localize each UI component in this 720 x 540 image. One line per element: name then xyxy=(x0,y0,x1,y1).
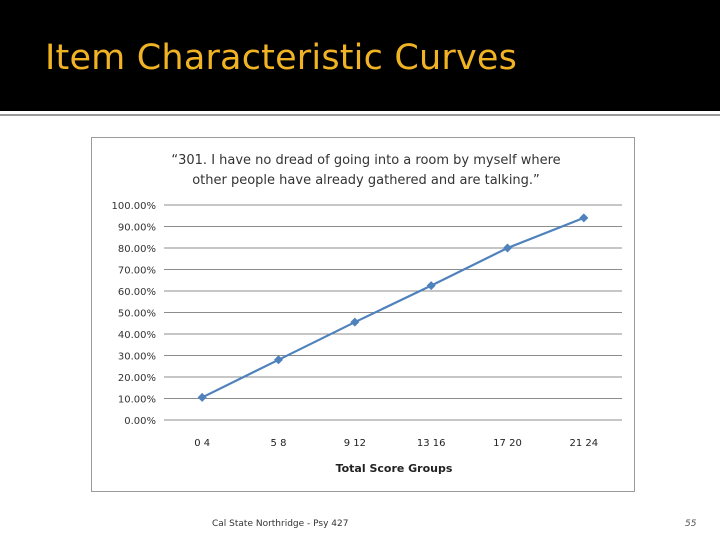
x-tick-label: 9 12 xyxy=(344,438,366,449)
data-point-marker xyxy=(579,213,589,223)
chart-title-line-2: other people have already gathered and a… xyxy=(192,173,540,188)
title-bar: Item Characteristic Curves xyxy=(0,0,720,111)
x-axis-label: Total Score Groups xyxy=(336,462,453,475)
footer-text: Cal State Northridge - Psy 427 xyxy=(212,519,349,529)
y-tick-label: 70.00% xyxy=(118,266,156,277)
y-tick-label: 60.00% xyxy=(118,287,156,298)
grid-lines xyxy=(164,204,622,421)
x-axis-tick-labels: 0 4 5 8 9 12 13 16 17 20 21 24 xyxy=(194,438,598,449)
y-tick-label: 40.00% xyxy=(118,330,156,341)
series-markers xyxy=(197,213,589,402)
line-chart: 0.00% 10.00% 20.00% 30.00% 40.00% 50.00% 60.00… xyxy=(112,201,622,475)
y-tick-label: 30.00% xyxy=(118,352,156,363)
x-tick-label: 0 4 xyxy=(194,438,210,449)
y-tick-label: 90.00% xyxy=(118,223,156,234)
x-tick-label: 21 24 xyxy=(570,438,599,449)
y-tick-label: 20.00% xyxy=(118,373,156,384)
x-tick-label: 5 8 xyxy=(271,438,287,449)
y-tick-label: 100.00% xyxy=(112,201,157,212)
y-axis-tick-labels: 0.00% 10.00% 20.00% 30.00% 40.00% 50.00% 60.00… xyxy=(112,201,157,427)
page-number: 55 xyxy=(685,519,697,529)
title-divider xyxy=(0,114,720,116)
chart-title-line-1: “301. I have no dread of going into a ro… xyxy=(171,153,561,168)
x-tick-label: 13 16 xyxy=(417,438,446,449)
data-point-marker xyxy=(503,243,512,253)
data-point-marker xyxy=(350,317,360,327)
slide-title: Item Characteristic Curves xyxy=(45,38,518,78)
x-tick-label: 17 20 xyxy=(493,438,522,449)
chart-frame: “301. I have no dread of going into a ro… xyxy=(91,137,635,492)
series-line xyxy=(201,216,585,399)
data-point-marker xyxy=(274,355,283,365)
y-tick-label: 0.00% xyxy=(124,416,156,427)
data-point-marker xyxy=(426,281,436,291)
y-tick-label: 80.00% xyxy=(118,244,156,255)
y-tick-label: 50.00% xyxy=(118,309,156,320)
chart-title: “301. I have no dread of going into a ro… xyxy=(132,151,600,191)
data-point-marker xyxy=(197,392,207,402)
y-tick-label: 10.00% xyxy=(118,395,156,406)
